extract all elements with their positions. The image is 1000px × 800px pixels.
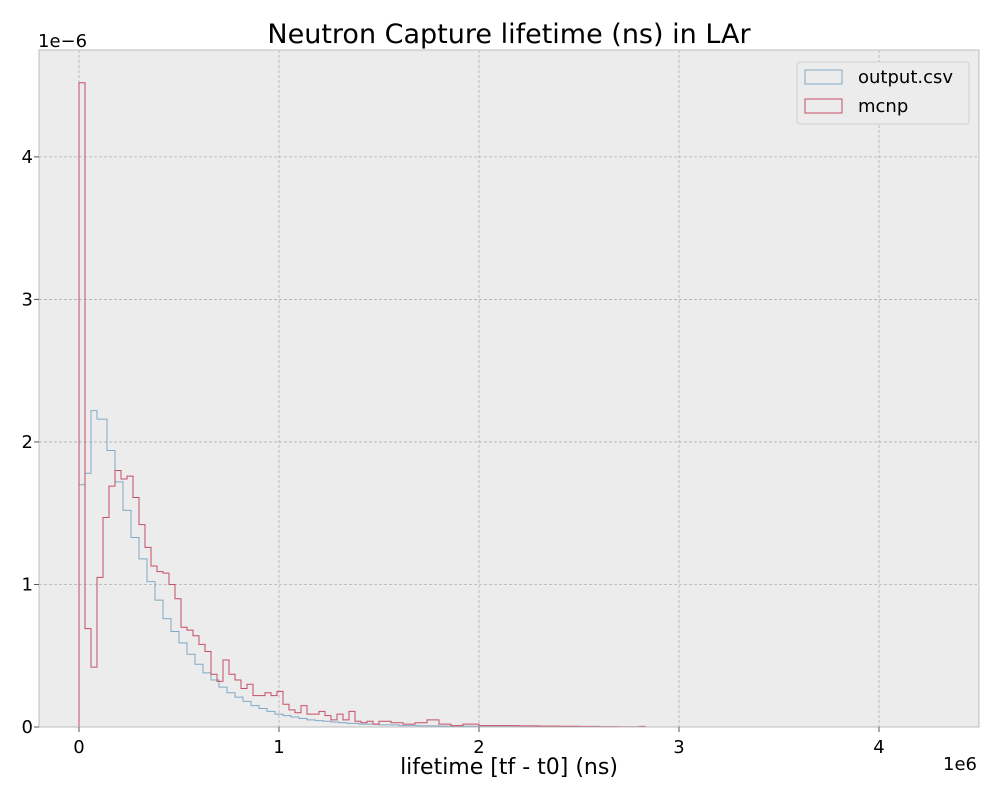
legend-box [796, 61, 970, 125]
y-tick-label: 4 [22, 147, 33, 168]
legend: output.csv mcnp [796, 61, 970, 125]
series-output-csv-step [78, 410, 620, 728]
legend-label-mcnp: mcnp [858, 96, 908, 117]
plot-area [39, 50, 979, 727]
x-axis: 0 1 2 3 4 [73, 727, 885, 758]
y-tick-label: 2 [22, 432, 33, 453]
legend-swatch-output-csv [804, 69, 843, 85]
x-axis-offset-label: 1e6 [943, 754, 977, 775]
x-axis-label: lifetime [tf - t0] (ns) [400, 755, 618, 780]
series-layer [78, 82, 646, 728]
x-tick-label: 1 [273, 737, 284, 758]
chart-title: Neutron Capture lifetime (ns) in LAr [267, 19, 751, 50]
x-tick-label: 3 [673, 737, 684, 758]
y-tick-label: 3 [22, 289, 33, 310]
x-tick-label: 2 [473, 737, 484, 758]
y-axis: 0 1 2 3 4 [22, 147, 39, 738]
y-axis-offset-label: 1e−6 [38, 31, 87, 52]
plot-frame [38, 49, 980, 728]
y-tick-label: 1 [22, 574, 33, 595]
y-tick-label: 0 [22, 717, 33, 738]
legend-swatch-mcnp [804, 98, 843, 114]
legend-label-output-csv: output.csv [858, 67, 953, 88]
x-tick-label: 0 [73, 737, 84, 758]
series-mcnp-step [78, 82, 646, 728]
x-tick-label: 4 [873, 737, 884, 758]
